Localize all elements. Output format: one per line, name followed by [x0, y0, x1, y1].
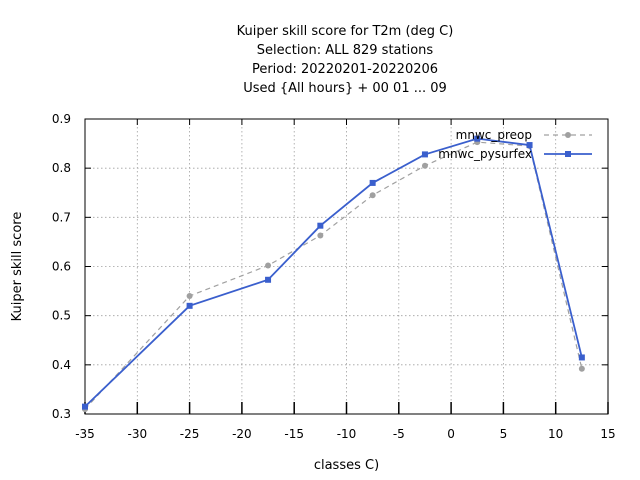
title-line-1: Selection: ALL 829 stations: [257, 43, 434, 58]
data-point-mnwc_pysurfex-1: [186, 302, 193, 309]
x-tick-label-7: 0: [447, 427, 455, 441]
data-point-mnwc_pysurfex-4: [369, 179, 376, 186]
legend-label-mnwc_pysurfex: mnwc_pysurfex: [438, 147, 532, 161]
data-point-mnwc_preop-3: [317, 232, 324, 239]
data-point-mnwc_pysurfex-3: [317, 222, 324, 229]
legend-marker-mnwc_pysurfex: [565, 151, 571, 157]
x-tick-label-8: 5: [500, 427, 508, 441]
chart-title: Kuiper skill score for T2m (deg C) Select…: [237, 24, 454, 96]
series-line-mnwc_preop: [84, 141, 583, 410]
data-point-mnwc_preop-8: [578, 365, 585, 372]
y-tick-label-3: 0.6: [52, 260, 71, 274]
grid: [85, 119, 608, 414]
data-point-mnwc_pysurfex-8: [578, 354, 585, 361]
series-mnwc_preop: [82, 139, 585, 413]
y-tick-label-1: 0.4: [52, 358, 71, 372]
x-tick-label-2: -25: [180, 427, 200, 441]
y-tick-label-6: 0.9: [52, 112, 71, 126]
series-mnwc_pysurfex: [82, 135, 585, 410]
x-tick-label-4: -15: [284, 427, 304, 441]
y-tick-label-0: 0.3: [52, 407, 71, 421]
data-point-mnwc_pysurfex-0: [82, 403, 88, 410]
data-point-mnwc_pysurfex-2: [265, 276, 272, 283]
data-point-mnwc_preop-2: [265, 262, 272, 269]
y-tick-label-2: 0.5: [52, 309, 71, 323]
x-tick-label-0: -35: [75, 427, 95, 441]
legend-label-mnwc_preop: mnwc_preop: [456, 128, 532, 142]
series-line-mnwc_pysurfex: [84, 137, 583, 408]
data-point-mnwc_pysurfex-6: [474, 135, 481, 142]
legend: mnwc_preop mnwc_pysurfex: [438, 128, 592, 161]
data-point-mnwc_pysurfex-5: [421, 151, 428, 158]
data-point-mnwc_pysurfex-7: [526, 142, 533, 149]
x-tick-label-6: -5: [393, 427, 405, 441]
axis-ticks: -35 -30 -25 -20 -15 -10 -5 0 5 10 15 0.3 0.4 0.5 0.6 0.…: [52, 112, 616, 441]
x-tick-label-5: -10: [337, 427, 357, 441]
x-tick-label-1: -30: [127, 427, 147, 441]
data-point-mnwc_preop-4: [369, 192, 376, 199]
title-line-2: Period: 20220201-20220206: [252, 62, 438, 77]
x-tick-label-9: 10: [548, 427, 563, 441]
title-line-0: Kuiper skill score for T2m (deg C): [237, 24, 454, 39]
legend-marker-mnwc_preop: [565, 132, 571, 138]
x-tick-label-10: 15: [600, 427, 615, 441]
data-point-mnwc_preop-1: [186, 293, 193, 299]
title-line-3: Used {All hours} + 00 01 ... 09: [243, 81, 447, 96]
series-layer: [82, 135, 585, 413]
x-axis-label: classes C): [314, 458, 379, 473]
y-tick-label-4: 0.7: [52, 210, 71, 224]
data-point-mnwc_preop-5: [421, 162, 428, 169]
y-axis-label: Kuiper skill score: [10, 212, 25, 322]
y-tick-label-5: 0.8: [52, 161, 71, 175]
x-tick-label-3: -20: [232, 427, 252, 441]
